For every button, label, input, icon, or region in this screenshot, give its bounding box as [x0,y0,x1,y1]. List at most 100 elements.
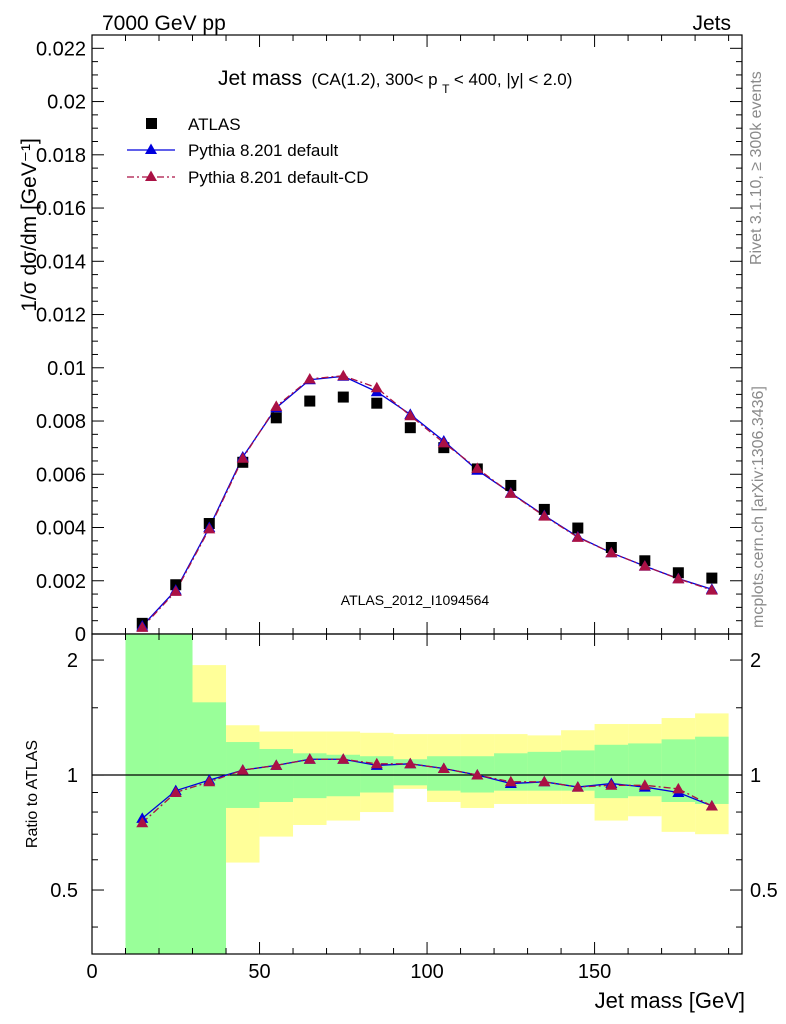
cd-point [638,560,651,571]
y-tick-label: 0 [75,624,86,646]
legend-default-label: Pythia 8.201 default [188,141,339,160]
ratio-cd-point [203,775,216,787]
atlas-point [538,503,550,515]
legend-atlas-marker [146,118,157,129]
x-tick-label: 150 [578,961,611,983]
ratio-y-tick-label: 1 [67,765,78,787]
cd-point [504,487,517,498]
title-detail-b: < 400, |y| < 2.0) [454,70,572,89]
ratio-cd-point [638,779,651,790]
y-tick-label: 0.012 [36,305,86,327]
ratio-cd-point [504,775,517,787]
y-tick-label: 0.02 [47,92,86,114]
inner-band-bin [594,744,629,799]
cd-point [605,546,618,558]
title-main: Jet mass [218,67,302,90]
y-tick-label: 0.008 [36,411,86,433]
ratio-cd-point [437,762,450,774]
legend-atlas-label: ATLAS [188,115,241,134]
cd-point [571,531,584,542]
mcplots-label: mcplots.cern.ch [arXiv:1306.3436] [750,386,767,628]
ratio-cd-point [303,753,316,764]
legend-cd-marker [145,170,157,181]
atlas-point [438,442,450,454]
ratio-cd-point [705,799,718,811]
inner-band-bin [427,756,461,791]
ratio-frame [91,633,743,955]
atlas-point [572,522,584,534]
y-tick-label: 0.004 [36,518,86,540]
x-tick-label: 0 [86,961,97,983]
ratio-cd-point [337,753,350,764]
ratio-cd-point [605,779,618,790]
cd-point [236,452,249,463]
main-series [136,369,718,632]
ratio-cd-point [169,786,182,798]
y-tick-label: 0.002 [36,571,86,593]
main-title: Jet mass (CA(1.2), 300< p T < 400, |y| <… [218,67,572,97]
y-tick-label: 0.022 [36,38,86,60]
main-plot: 0 0.002 0.004 0.006 0.008 0.01 0.012 0.014 0.016… [18,34,743,646]
cd-point [705,584,718,595]
atlas-point [304,395,316,407]
ratio-cd-point [672,782,685,794]
cd-point [404,409,417,421]
atlas-point [505,479,517,491]
ratio-y-tick-label-right: 1 [750,765,761,787]
cd-point [437,436,450,448]
ratio-cd-point [236,764,249,775]
ratio-series [136,753,718,828]
cd-point [136,621,149,632]
ratio-y-tick-label: 0.5 [50,880,78,902]
y-tick-label: 0.01 [47,358,86,380]
cd-point [370,381,383,393]
legend: ATLAS Pythia 8.201 default Pythia 8.201 … [127,115,369,187]
cd-point [672,572,685,584]
inner-band-bin [695,736,729,804]
y-tick-label: 0.014 [36,251,86,273]
atlas-point [371,397,383,409]
ratio-cd-line [141,758,713,824]
cd-point [538,510,551,521]
cd-point [303,372,316,384]
legend-default-marker [145,143,157,154]
watermark: ATLAS_2012_I1094564 [341,592,490,608]
ratio-cd-point [136,816,149,828]
y-tick-label: 0.018 [36,145,86,167]
y-tick-label: 0.006 [36,464,86,486]
ratio-cd-point [404,757,417,769]
cd-point [270,400,283,411]
title-detail-a: (CA(1.2), 300< p [311,70,437,89]
cd-point [471,462,484,473]
header-right: Jets [692,12,731,35]
atlas-point [404,422,416,434]
y-tick-label: 0.016 [36,198,86,220]
main-ticks: 0 0.002 0.004 0.006 0.008 0.01 0.012 0.014 0.016… [36,35,742,646]
ratio-cd-point [270,759,283,770]
ratio-xlabel: Jet mass [GeV] [595,988,745,1013]
atlas-point [706,572,718,584]
ratio-cd-point [538,775,551,787]
inner-band-bin [192,702,227,954]
ratio-cd-point [471,769,484,780]
ratio-plot: 0.5 0.5 1 1 2 2 0 50 100 150 Ratio to ATLAS Jet m… [24,633,778,1013]
x-tick-label: 50 [248,961,270,983]
default-series-line [141,375,713,627]
ratio-ticks: 0.5 0.5 1 1 2 2 0 50 100 150 [50,634,778,983]
atlas-point [270,412,282,424]
atlas-point [337,391,349,403]
inner-band-bin [125,634,160,954]
cd-point [337,369,350,381]
x-tick-label: 100 [410,961,443,983]
cd-point [169,585,182,596]
ratio-cd-point [370,757,383,769]
legend-cd-label: Pythia 8.201 default-CD [188,168,369,187]
cd-point [203,522,216,534]
ratio-y-tick-label-right: 2 [750,650,761,672]
ratio-ylabel: Ratio to ATLAS [24,740,41,848]
header-left: 7000 GeV pp [102,12,226,35]
ratio-y-tick-label-right: 0.5 [750,880,778,902]
title-detail-sub: T [442,82,450,96]
ratio-y-tick-label: 2 [67,650,78,672]
